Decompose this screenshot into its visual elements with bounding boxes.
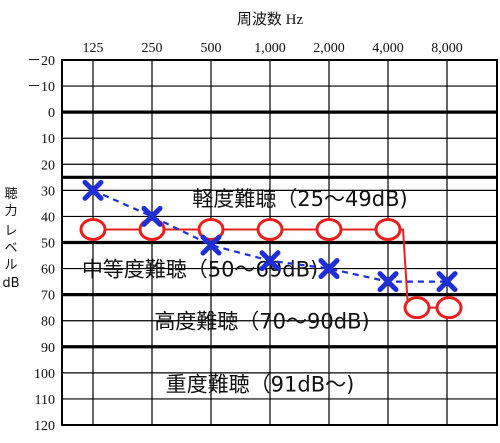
y-axis-label-char: dB: [2, 276, 19, 291]
series-layer: [79, 179, 463, 320]
cross-stroke: [200, 234, 222, 256]
x-tick-label: 4,000: [372, 41, 404, 56]
y-tick-label: 60: [41, 263, 55, 278]
y-axis-label-char: 聴: [4, 187, 17, 202]
y-tick-label: 50: [41, 237, 55, 252]
zone-labels: 軽度難聴（25～49dB) 中等度難聴（50～69dB) 高度難聴（70～90dB)…: [82, 187, 408, 396]
zone-label: 軽度難聴（25～49dB): [192, 187, 407, 211]
y-tick-label: 40: [41, 210, 55, 225]
y-tick-label: 30: [41, 184, 55, 199]
y-tick-label: 70: [41, 289, 55, 304]
data-point-cross: [141, 205, 163, 227]
y-axis-label-char: ベ: [4, 241, 17, 256]
cross-stroke: [82, 179, 104, 201]
x-tick-label: 8,000: [431, 41, 463, 56]
data-point-circle: [435, 296, 463, 320]
data-point-cross: [377, 271, 399, 293]
cross-stroke: [377, 271, 399, 293]
zone-label: 重度難聴（91dB～): [166, 372, 355, 396]
plot-frame: [61, 59, 498, 426]
data-point-circle: [256, 217, 284, 241]
cross-stroke: [259, 250, 281, 272]
y-tick-label: 0: [48, 106, 55, 121]
y-tick-label: 10: [41, 132, 55, 147]
x-tick-label: 125: [83, 41, 104, 56]
data-point-circle: [197, 217, 225, 241]
y-tick-label: 110: [35, 393, 55, 408]
data-point-circle: [79, 217, 107, 241]
y-tick-labels: －20 －10 0 10 20 30 40 50 60 70 80 90 100 110 120: [27, 54, 55, 434]
y-axis-label-char: ル: [4, 258, 17, 273]
data-point-cross: [318, 258, 340, 280]
grid: [61, 59, 498, 426]
y-tick-label: －20: [27, 54, 55, 69]
data-point-circle: [315, 217, 343, 241]
zone-label: 中等度難聴（50～69dB): [82, 258, 318, 282]
cross-stroke: [318, 258, 340, 280]
y-tick-label: 90: [41, 341, 55, 356]
y-axis-label-char: 力: [4, 204, 17, 219]
cross-stroke: [141, 205, 163, 227]
y-tick-label: －10: [27, 80, 55, 95]
data-point-cross: [200, 234, 222, 256]
x-tick-label: 250: [142, 41, 163, 56]
chart-title: 周波数 Hz: [237, 11, 304, 28]
data-point-circle: [374, 217, 402, 241]
y-tick-label: 80: [41, 315, 55, 330]
x-tick-label: 500: [201, 41, 222, 56]
y-axis-label-char: レ: [4, 224, 17, 239]
cross-stroke: [436, 271, 458, 293]
zone-label: 高度難聴（70～90dB): [154, 310, 369, 334]
data-point-cross: [82, 179, 104, 201]
x-tick-label: 2,000: [313, 41, 345, 56]
x-tick-labels: 125 250 500 1,000 2,000 4,000 8,000: [83, 41, 463, 56]
y-tick-label: 100: [34, 367, 55, 382]
y-tick-label: 20: [41, 158, 55, 173]
data-point-circle: [403, 296, 431, 320]
x-tick-label: 1,000: [254, 41, 286, 56]
y-tick-label: 120: [34, 419, 55, 434]
data-point-cross: [436, 271, 458, 293]
data-point-cross: [259, 250, 281, 272]
